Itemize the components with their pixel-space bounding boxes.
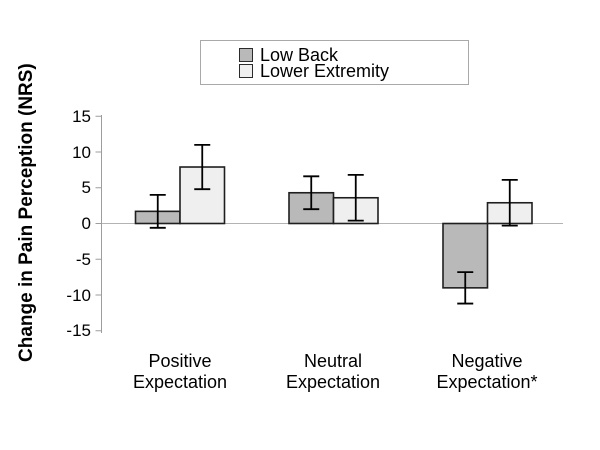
y-tick-label--15: -15	[66, 321, 91, 341]
x-category-line: Expectation	[132, 371, 228, 392]
x-category-label-neutral: Neutral Expectation	[253, 351, 413, 392]
legend-item-low-back: Low Back	[239, 44, 468, 65]
legend-box: Low Back Lower Extremity	[200, 40, 469, 85]
x-category-line: Negative	[451, 351, 523, 371]
lower-extremity-swatch-icon	[239, 63, 253, 78]
x-category-label-negative: Negative Expectation*	[407, 351, 567, 392]
x-category-line: Neutral	[303, 351, 363, 371]
legend-item-lower-extremity: Lower Extremity	[239, 60, 468, 81]
y-axis-title: Change in Pain Perception (NRS)	[16, 63, 37, 362]
low-back-swatch-icon	[239, 47, 253, 62]
legend-label-low-back: Low Back	[260, 44, 339, 65]
y-tick-label-0: 0	[81, 214, 91, 233]
x-category-label-positive: Positive Expectation	[100, 351, 260, 392]
y-tick-label-15: 15	[72, 106, 91, 126]
legend-label-lower-extremity: Lower Extremity	[260, 60, 390, 81]
y-tick-label--10: -10	[66, 285, 91, 305]
x-category-line: Expectation*	[436, 371, 538, 392]
y-tick-label-5: 5	[81, 178, 91, 198]
y-tick-label-10: 10	[72, 142, 91, 162]
x-category-line: Positive	[148, 351, 212, 371]
y-tick-label--5: -5	[75, 249, 91, 269]
x-category-line: Expectation	[285, 371, 381, 392]
